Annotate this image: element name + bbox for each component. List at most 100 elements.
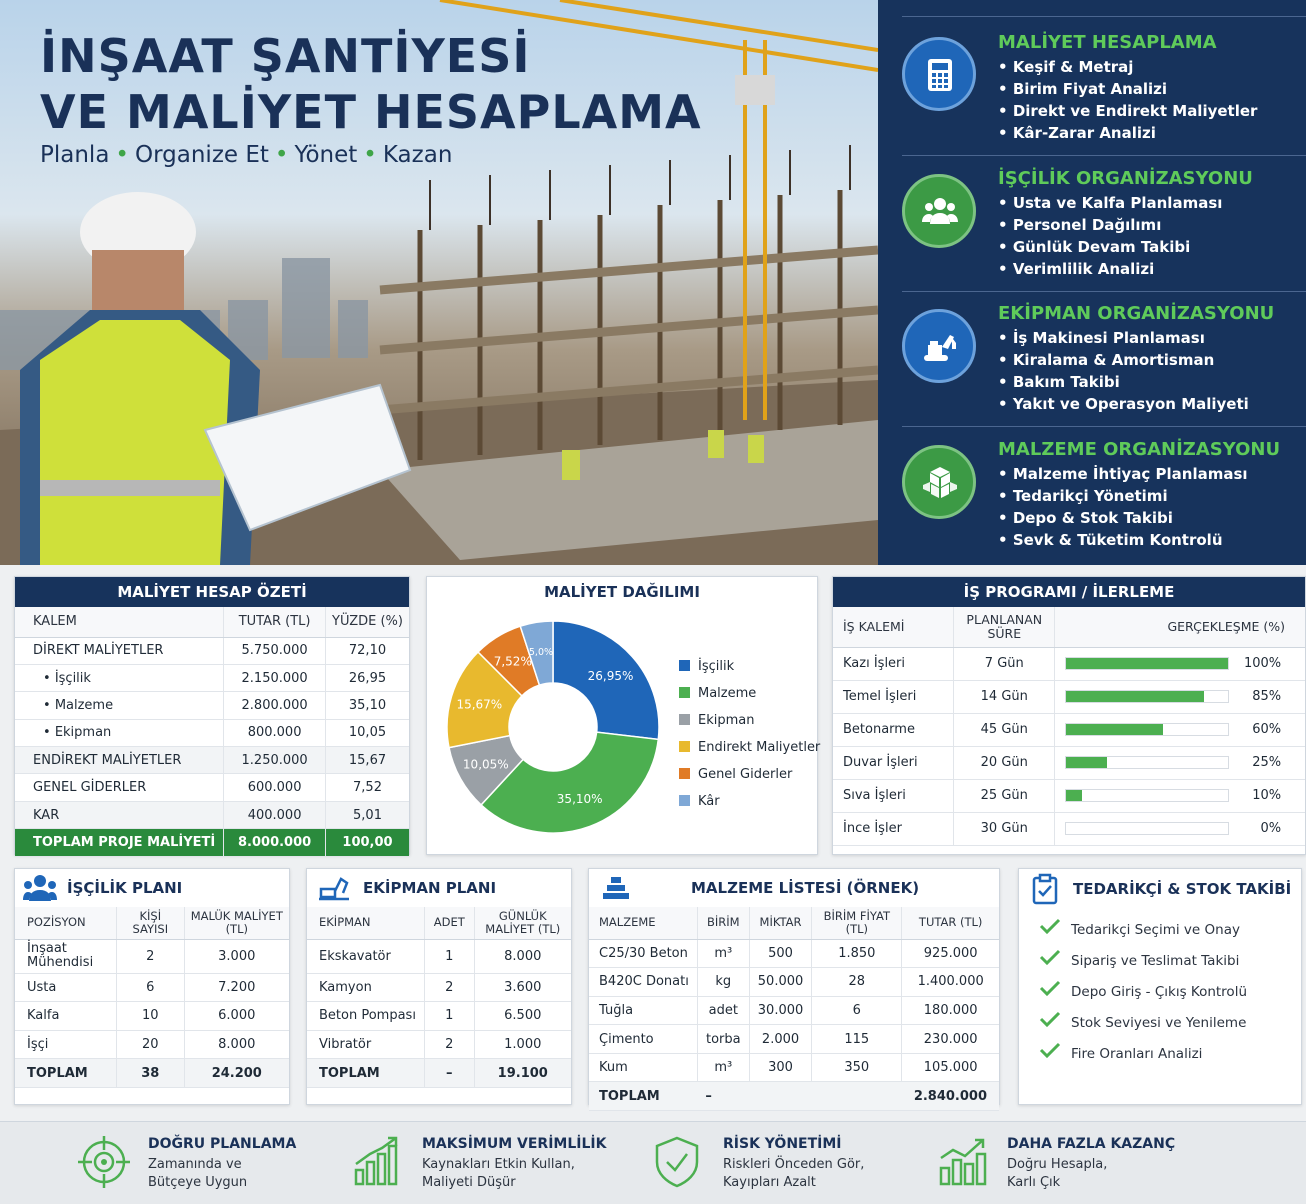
legend-item: Genel Giderler (679, 765, 820, 792)
checklist-label: Stok Seviyesi ve Yenileme (1071, 1015, 1247, 1031)
legend-label: İşçilik (698, 659, 735, 674)
materials-list-card: MALZEME LİSTESİ (ÖRNEK) MALZEME BİRİM Mİ… (588, 868, 1000, 1112)
labor-plan-card: İŞÇİLİK PLANI POZİSYON KİŞİ SAYISI MALÜK… (14, 868, 290, 1105)
cell: 2.150.000 (223, 664, 326, 693)
stacked-materials-icon (603, 877, 629, 899)
benefit-line: Riskleri Önceden Gör, (723, 1157, 865, 1172)
cell: 6 (116, 973, 185, 1003)
cell: İnşaat Mühendisi (15, 939, 117, 974)
checklist-item: Tedarikçi Seçimi ve Onay (1039, 917, 1247, 948)
legend-label: Endirekt Maliyetler (698, 740, 821, 755)
column-header: YÜZDE (%) (325, 607, 409, 638)
slice-label: 10,05% (463, 758, 509, 772)
cell: 925.000 (901, 939, 999, 969)
table-row: Temel İşleri 14 Gün 85% (833, 680, 1305, 714)
table-row: • İşçilik 2.150.000 26,95 (15, 664, 409, 693)
cell (811, 1081, 902, 1112)
cell: 72,10 (325, 637, 409, 665)
cell: 100% (1054, 647, 1305, 681)
pie-slice (552, 620, 660, 741)
cell: 8.000 (473, 939, 571, 974)
cell: 20 (116, 1030, 185, 1060)
cell: 2.000 (748, 1024, 812, 1054)
cell: 2.840.000 (901, 1081, 999, 1112)
column-header: GERÇEKLEŞME (%) (1054, 607, 1305, 648)
cell: 10% (1054, 779, 1305, 813)
growth-chart-icon (354, 1136, 398, 1186)
table-row: KAR 400.000 5,01 (15, 801, 409, 830)
benefit-description: Kaynakları Etkin Kullan, Maliyeti Düşür (422, 1156, 575, 1192)
cell: Kum (589, 1053, 698, 1083)
progress-percent: 100% (1243, 656, 1282, 671)
pie-slice (446, 650, 523, 749)
cell: • İşçilik (15, 664, 224, 693)
total-row: TOPLAM PROJE MALİYETİ 8.000.000 100,00 (15, 828, 409, 857)
section-title: MALİYET HESAPLAMA (998, 32, 1217, 53)
cell: 105.000 (901, 1053, 999, 1083)
section-labor-organization: İŞÇİLİK ORGANİZASYONU Usta ve Kalfa Plan… (902, 158, 1306, 294)
section-material-organization: MALZEME ORGANİZASYONU Malzeme İhtiyaç Pl… (902, 429, 1306, 565)
table-row: İşçi 20 8.000 (15, 1030, 289, 1060)
list-item: Depo & Stok Takibi (998, 507, 1248, 529)
people-icon (902, 174, 976, 248)
benefit-title: MAKSİMUM VERİMLİLİK (422, 1136, 607, 1152)
benefit-title: DAHA FAZLA KAZANÇ (1007, 1136, 1176, 1152)
section-list: Malzeme İhtiyaç Planlaması Tedarikçi Yön… (998, 463, 1248, 551)
cell: 3.600 (473, 973, 571, 1003)
work-program-title: İŞ PROGRAMI / İLERLEME (833, 577, 1305, 607)
total-row: TOPLAM – 2.840.000 (589, 1081, 999, 1112)
cell: Ekskavatör (307, 939, 425, 974)
column-header: TUTAR (TL) (901, 907, 999, 940)
profit-chart-icon (939, 1138, 987, 1186)
table-header-row: POZİSYON KİŞİ SAYISI MALÜK MALİYET (TL) (15, 907, 289, 940)
section-title: İŞÇİLİK ORGANİZASYONU (998, 168, 1253, 189)
cell: 7,52 (325, 773, 409, 802)
cell: 30.000 (748, 996, 812, 1026)
tagline-organize: Organize Et (135, 142, 269, 168)
section-cost-calculation: MALİYET HESAPLAMA Keşif & Metraj Birim F… (902, 22, 1306, 158)
table-row: Kamyon 2 3.600 (307, 973, 571, 1003)
checkmark-icon (1039, 917, 1063, 943)
section-list: Usta ve Kalfa Planlaması Personel Dağılı… (998, 192, 1223, 280)
list-item: Günlük Devam Takibi (998, 236, 1222, 258)
cell: B420C Donatı (589, 967, 698, 997)
legend-item: Endirekt Maliyetler (679, 738, 820, 765)
supplier-checklist: Tedarikçi Seçimi ve Onay Sipariş ve Tesl… (1039, 917, 1247, 1072)
list-item: Personel Dağılımı (998, 214, 1222, 236)
cell: GENEL GİDERLER (15, 773, 224, 802)
checklist-label: Tedarikçi Seçimi ve Onay (1071, 922, 1240, 938)
equipment-plan-title: EKİPMAN PLANI (363, 879, 497, 897)
donut-chart: 26,95% 35,10% 10,05% 15,67% 7,52%5,0% (446, 620, 660, 834)
cell: 1.000 (473, 1030, 571, 1060)
legend-label: Malzeme (698, 686, 757, 701)
benefit-line: Kaynakları Etkin Kullan, (422, 1157, 575, 1172)
section-list: İş Makinesi Planlaması Kiralama & Amorti… (998, 327, 1249, 415)
cell: 10,05 (325, 719, 409, 748)
cost-summary-title: MALİYET HESAP ÖZETİ (15, 577, 409, 607)
page-title: İNŞAAT ŞANTİYESİ VE MALİYET HESAPLAMA (40, 28, 702, 140)
cell: kg (696, 967, 750, 997)
materials-list-title: MALZEME LİSTESİ (ÖRNEK) (691, 879, 920, 897)
cell: TOPLAM (307, 1058, 425, 1088)
table-row: Ekskavatör 1 8.000 (307, 939, 571, 974)
table-row: Kazı İşleri 7 Gün 100% (833, 647, 1305, 681)
list-item: Birim Fiyat Analizi (998, 78, 1257, 100)
total-row: TOPLAM –19.100 (307, 1058, 571, 1088)
equipment-plan-table: EKİPMAN ADET GÜNLÜK MALİYET (TL) Ekskava… (307, 907, 571, 1088)
progress-bar (1065, 789, 1230, 802)
cell: 1 (423, 1001, 475, 1031)
cell: Tuğla (589, 996, 698, 1026)
cell: torba (696, 1024, 750, 1054)
cell: 800.000 (223, 719, 326, 748)
cell: Vibratör (307, 1030, 425, 1060)
legend-swatch (679, 741, 690, 752)
benefit-description: Zamanında ve Bütçeye Uygun (148, 1156, 247, 1192)
benefit-line: Zamanında ve (148, 1157, 242, 1172)
progress-bar (1065, 690, 1230, 703)
progress-percent: 0% (1260, 821, 1282, 836)
cell: m³ (696, 939, 750, 969)
benefit-line: Kayıpları Azalt (723, 1175, 816, 1190)
progress-bar (1065, 723, 1230, 736)
cell: 2 (116, 939, 185, 974)
cell: 230.000 (901, 1024, 999, 1054)
